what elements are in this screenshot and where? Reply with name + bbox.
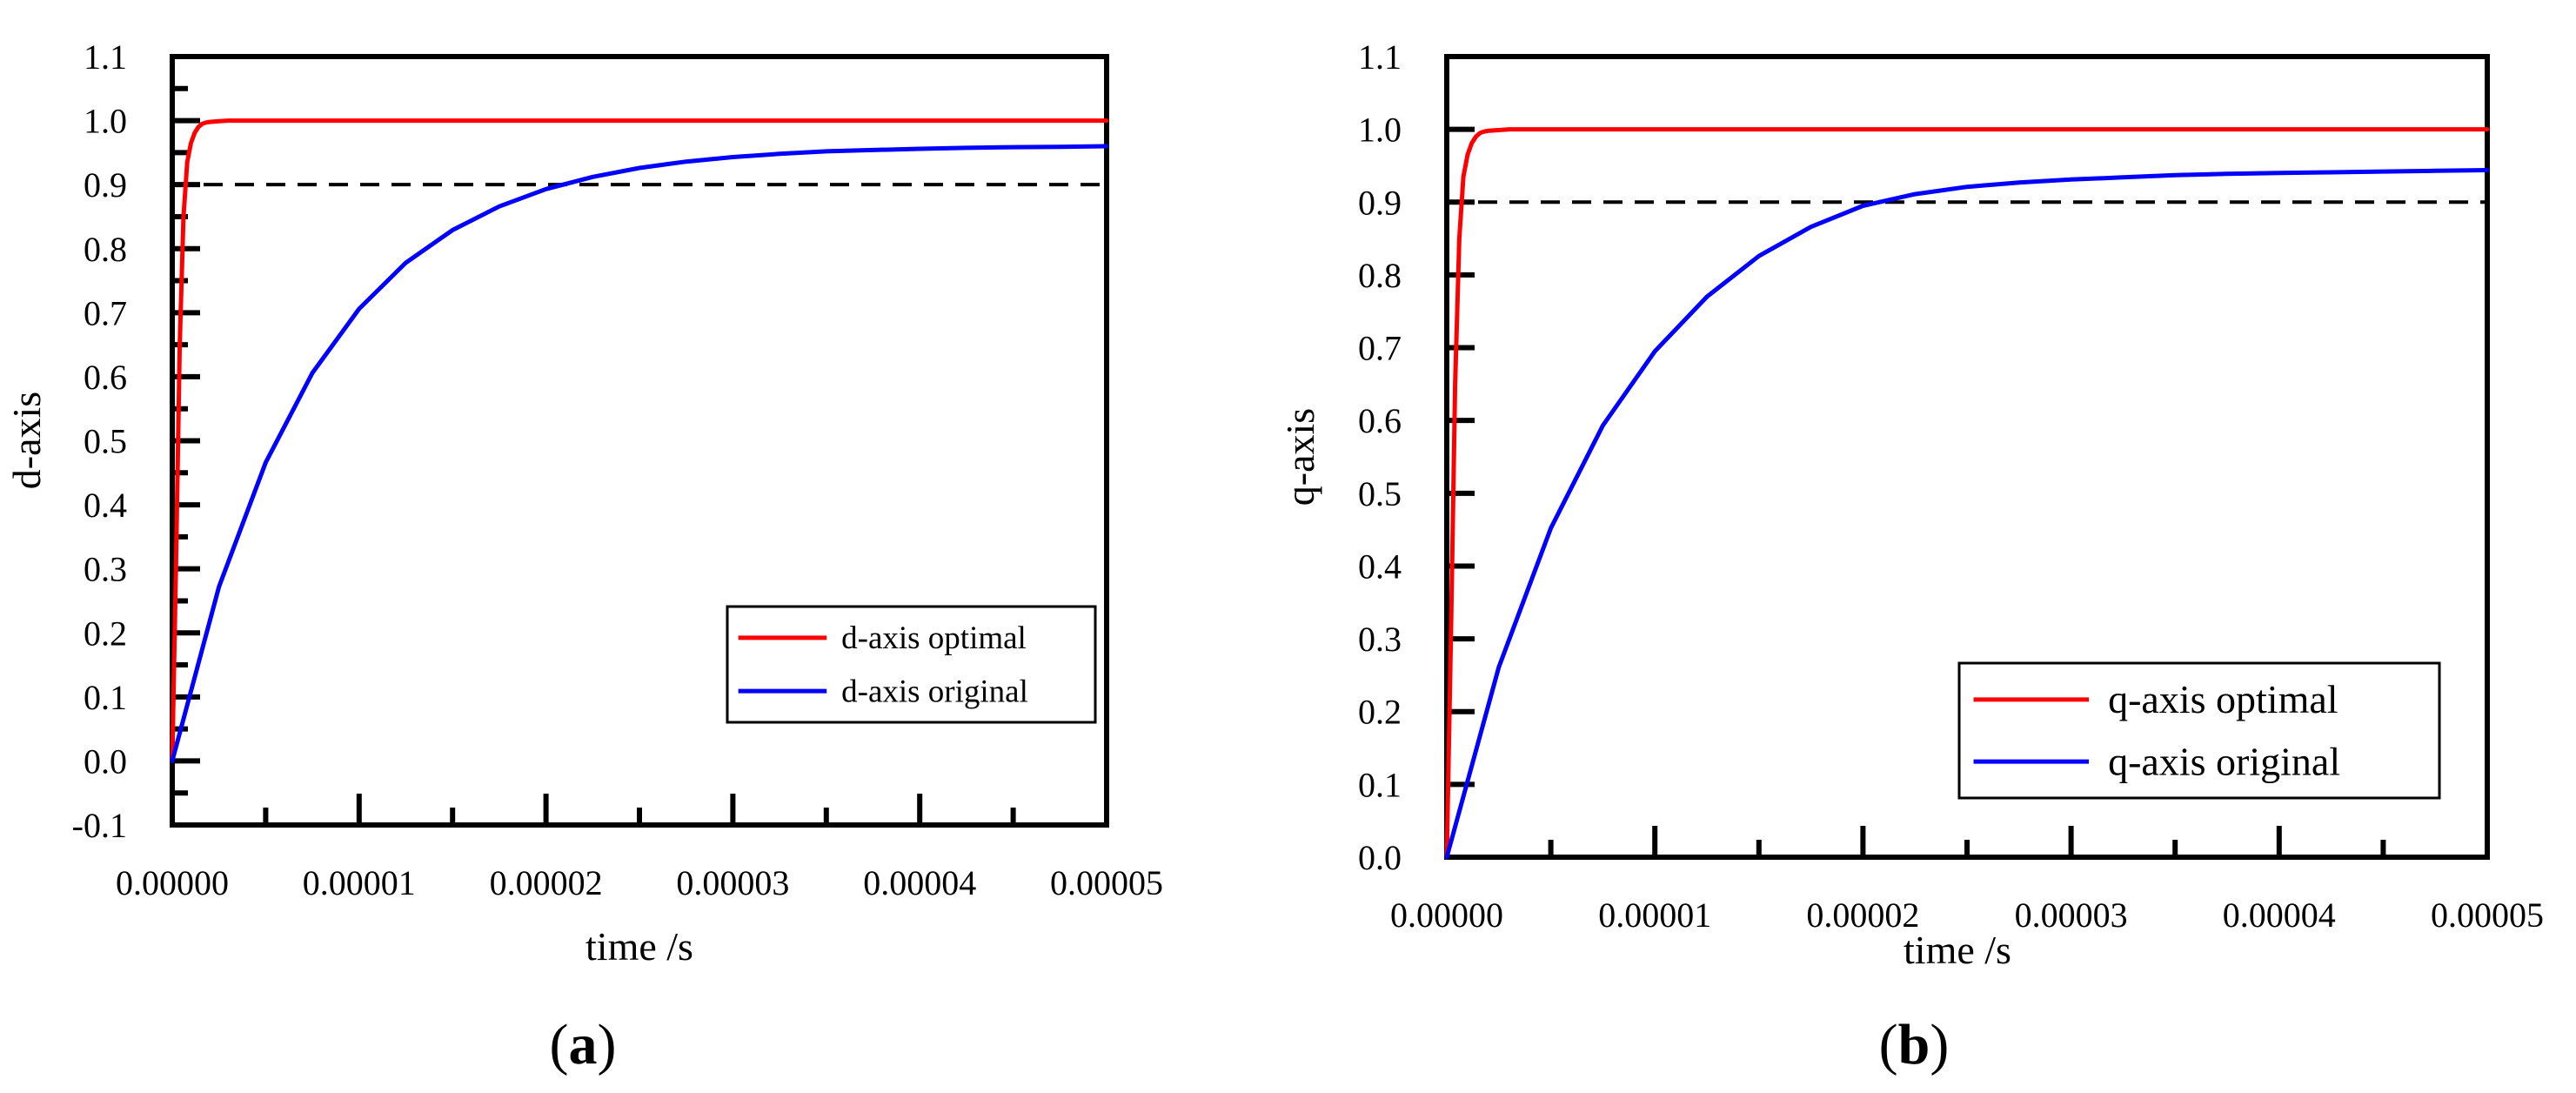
y-tick-label: 0.2 (1358, 693, 1402, 732)
y-axis-label: q-axis (1278, 408, 1322, 506)
y-tick-label: 0.0 (84, 741, 127, 781)
panel-label: (a) (550, 1013, 617, 1076)
y-tick-label: 0.7 (84, 293, 127, 332)
x-tick-label: 0.00003 (676, 863, 789, 902)
y-tick-label: 0.9 (1358, 183, 1402, 222)
y-tick-label: 0.5 (1358, 474, 1402, 513)
x-tick-label: 0.00000 (1390, 895, 1503, 935)
panel-b: 0.0 0.1 0.2 0.3 0.4 0.5 0.6 0.7 0.8 0.9 1.0 1.1 0.00… (1278, 37, 2544, 1076)
y-tick-label: 0.9 (84, 165, 127, 205)
y-tick-label: 0.8 (84, 230, 127, 269)
x-tick-label: 0.00004 (863, 863, 976, 902)
legend-label: q-axis optimal (2108, 677, 2338, 721)
panel-label: (b) (1879, 1013, 1950, 1076)
legend-label: q-axis original (2108, 739, 2340, 783)
series-line-d-axis-original (170, 144, 1109, 763)
legend-label: d-axis original (841, 674, 1028, 709)
panel-letter: b (1898, 1013, 1930, 1076)
x-tick-label: 0.00003 (2015, 895, 2128, 935)
panel-letter: a (569, 1013, 598, 1076)
y-tick-label: 0.6 (1358, 401, 1402, 440)
x-tick-label: 0.00002 (1806, 895, 1919, 935)
y-tick-label: 1.1 (1358, 37, 1402, 77)
x-tick-label: 0.00004 (2223, 895, 2336, 935)
series-line-d-axis-optimal (170, 118, 1109, 763)
x-tick-label: 0.00001 (1598, 895, 1711, 935)
legend-box (726, 605, 1097, 724)
y-tick-label: 0.1 (1358, 765, 1402, 804)
y-tick-label: 0.0 (1358, 838, 1402, 877)
series-line-q-axis-optimal (1444, 127, 2490, 860)
y-tick-label: 0.2 (84, 614, 127, 653)
y-tick-label: 1.0 (84, 102, 127, 141)
y-tick-label: 0.4 (84, 486, 127, 525)
y-tick-label: 1.0 (1358, 111, 1402, 150)
y-tick-label: 0.8 (1358, 256, 1402, 295)
y-tick-label: 0.7 (1358, 329, 1402, 368)
y-tick-label: 0.6 (84, 358, 127, 397)
panel-a: -0.1 0.0 0.1 0.2 0.3 0.4 0.5 0.6 0.7 0.8 0.9 1.0 1.1… (4, 37, 1163, 1076)
y-tick-label: 0.3 (1358, 620, 1402, 659)
y-tick-label: -0.1 (72, 806, 127, 845)
x-axis-label: time /s (585, 924, 693, 969)
y-tick-label: 0.4 (1358, 546, 1402, 586)
x-tick-label: 0.00005 (1050, 863, 1163, 902)
x-tick-label: 0.00000 (116, 863, 229, 902)
x-tick-label: 0.00001 (303, 863, 416, 902)
legend-label: d-axis optimal (841, 620, 1027, 656)
x-tick-label: 0.00005 (2431, 895, 2544, 935)
x-axis-label: time /s (1904, 928, 2011, 972)
series-line-q-axis-original (1444, 168, 2490, 860)
y-axis-label: d-axis (4, 392, 49, 489)
y-tick-label: 0.1 (84, 678, 127, 717)
y-tick-label: 0.3 (84, 550, 127, 589)
legend-box (1957, 661, 2441, 800)
x-tick-label: 0.00002 (490, 863, 603, 902)
y-tick-label: 0.5 (84, 422, 127, 461)
y-tick-label: 1.1 (84, 37, 127, 77)
